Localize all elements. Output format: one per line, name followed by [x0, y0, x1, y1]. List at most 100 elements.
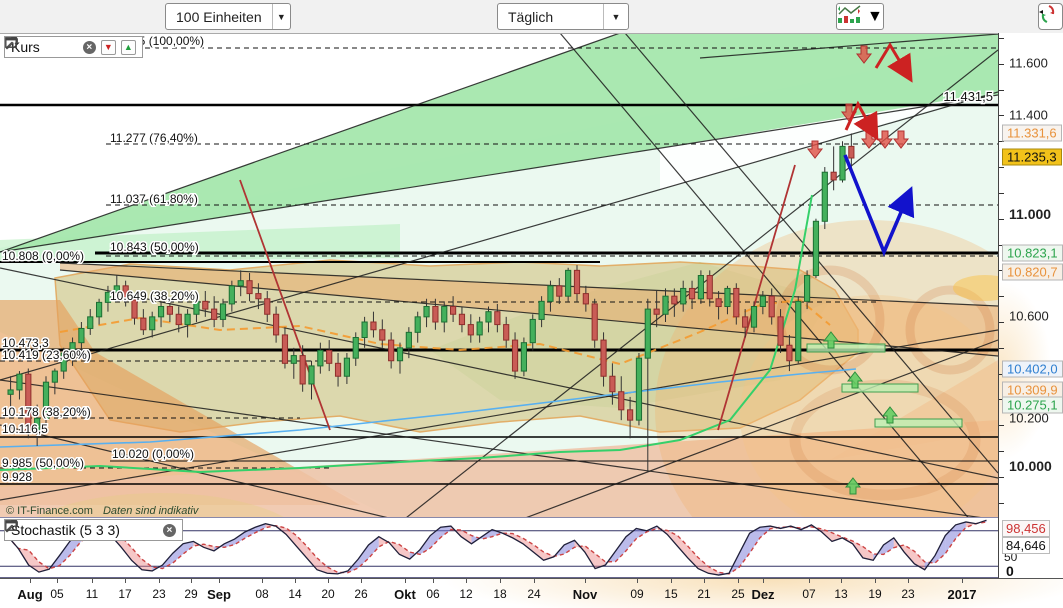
indicator-price-label: 11.331,6	[1002, 124, 1062, 142]
price-tick-label: 11.600	[1009, 55, 1048, 71]
fib-level-label: 10.808 (0,00%)	[2, 249, 84, 263]
refresh-compare-button[interactable]	[1038, 3, 1063, 30]
axis-tick	[159, 579, 160, 583]
axis-tick	[999, 476, 1004, 478]
chart-type-icon	[837, 5, 867, 28]
axis-tick	[999, 218, 1004, 220]
axis-tick	[671, 579, 672, 583]
axis-tick	[999, 451, 1004, 453]
time-tick-label: 15	[664, 587, 678, 601]
time-tick-label: 11	[85, 587, 99, 601]
refresh-arrows-icon	[1039, 5, 1060, 28]
axis-tick	[585, 579, 586, 583]
indicator-price-label: 10.309,9	[1002, 381, 1063, 399]
fib-level-label: 10.020 (0,00%)	[112, 447, 194, 461]
axis-tick	[999, 270, 1004, 272]
axis-tick	[92, 579, 93, 583]
fibonacci-levels	[0, 47, 998, 485]
data-provider-note: © IT-Finance.com Daten sind indikativ	[6, 505, 198, 517]
fib-level-label: 10.649 (38,20%)	[110, 289, 199, 303]
axis-tick	[875, 579, 876, 583]
resistance-price-label: 11.431,5	[943, 89, 993, 104]
axis-tick	[295, 579, 296, 583]
axis-tick	[999, 502, 1004, 504]
time-tick-label: 17	[118, 587, 132, 601]
buy-arrow-icon[interactable]: ▲	[120, 39, 136, 55]
axis-tick	[361, 579, 362, 583]
moving-averages	[0, 164, 857, 474]
axis-tick	[999, 296, 1004, 298]
candlestick-series	[7, 133, 855, 472]
trend-lines	[0, 33, 998, 517]
chevron-down-icon: ▼	[603, 4, 628, 29]
axis-tick	[999, 37, 1004, 39]
inchart-labels: .665 (100,00%)11.277 (76,40%)11.037 (61,…	[1, 33, 995, 486]
time-tick-label: 19	[868, 587, 882, 601]
time-tick-label: 29	[184, 587, 198, 601]
chevron-down-icon: ▼	[271, 4, 290, 29]
axis-tick	[405, 579, 406, 583]
stoch-zero-label: 0	[1006, 563, 1014, 579]
stoch-panel-title: Stochastik (5 3 3)	[11, 522, 120, 538]
settings-wrench-icon[interactable]	[5, 37, 59, 54]
settings-wrench-icon[interactable]	[5, 520, 139, 537]
time-tick-label: Okt	[394, 587, 416, 602]
fib-level-label: 10.178 (38,20%)	[2, 405, 91, 419]
indicator-price-label: 10.402,0	[1002, 360, 1063, 378]
time-tick-label: 23	[901, 587, 915, 601]
axis-tick	[809, 579, 810, 583]
stochastic-axis: 50 98,456 84,646 0	[998, 517, 1063, 579]
axis-tick	[999, 373, 1004, 375]
axis-tick	[999, 115, 1004, 117]
fib-level-label: 10.116,5	[2, 422, 48, 436]
close-icon[interactable]: ×	[82, 40, 96, 54]
axis-tick	[57, 579, 58, 583]
axis-tick	[30, 579, 31, 583]
axis-tick	[908, 579, 909, 583]
period-dropdown-value: Täglich	[508, 8, 554, 25]
fib-level-label: 10.843 (50,00%)	[110, 240, 199, 254]
axis-tick	[637, 579, 638, 583]
stoch-k-label: 98,456	[1002, 520, 1050, 537]
axis-tick	[999, 347, 1004, 349]
period-dropdown[interactable]: Täglich ▼	[497, 3, 629, 30]
price-tick-label: 11.000	[1009, 206, 1052, 222]
fib-level-label: 9.985 (50,00%)	[2, 456, 84, 470]
axis-tick	[999, 192, 1004, 194]
axis-tick	[466, 579, 467, 583]
time-tick-label: 26	[354, 587, 368, 601]
time-tick-label: 21	[697, 587, 711, 601]
axis-tick	[999, 89, 1004, 91]
axis-tick	[999, 63, 1004, 65]
sell-arrow-icon[interactable]: ▼	[100, 39, 116, 55]
axis-tick	[999, 244, 1004, 246]
axis-tick	[999, 425, 1004, 427]
axis-tick	[125, 579, 126, 583]
time-tick-label: 09	[630, 587, 644, 601]
last-price-label: 11.235,3	[1002, 148, 1062, 166]
time-tick-label: 08	[255, 587, 269, 601]
axis-tick	[219, 579, 220, 583]
window-icon[interactable]	[5, 520, 158, 537]
price-axis[interactable]: 11.600 11.400 11.000 10.600 10.200 10.000 11.3…	[998, 33, 1063, 578]
axis-tick	[999, 167, 1004, 169]
chart-type-button[interactable]: ▼	[836, 3, 884, 30]
window-icon[interactable]	[5, 37, 78, 54]
fib-level-label: 11.037 (61,80%)	[110, 192, 198, 206]
time-tick-label: 05	[50, 587, 64, 601]
close-icon[interactable]: ×	[162, 523, 176, 537]
units-dropdown[interactable]: 100 Einheiten ▼	[165, 3, 291, 30]
fib-level-label: 10.419 (23,60%)	[2, 348, 91, 362]
time-tick-label: 13	[834, 587, 848, 601]
time-tick-label: 24	[527, 587, 541, 601]
chevron-down-icon: ▼	[867, 7, 883, 25]
fib-level-label: 9.928	[2, 470, 32, 484]
price-tick-label: 10.600	[1009, 308, 1049, 324]
axis-tick	[328, 579, 329, 583]
time-tick-label: 14	[288, 587, 302, 601]
time-tick-label: 20	[321, 587, 335, 601]
axis-tick	[999, 399, 1004, 401]
time-axis[interactable]: Aug 05 11 17 23 29 Sep 08 14 20 26 Okt 06 12 18 24 Nov 09…	[0, 578, 1063, 608]
